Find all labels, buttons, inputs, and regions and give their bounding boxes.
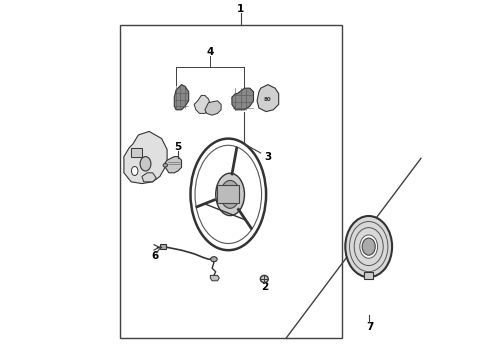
Polygon shape: [174, 85, 188, 110]
Text: 5: 5: [174, 142, 181, 152]
Bar: [131, 148, 142, 157]
Polygon shape: [231, 88, 253, 110]
Polygon shape: [210, 275, 219, 281]
Bar: [364, 272, 372, 279]
Polygon shape: [123, 131, 167, 184]
Text: 6: 6: [151, 251, 158, 261]
Ellipse shape: [195, 145, 261, 243]
Ellipse shape: [345, 216, 391, 277]
Ellipse shape: [359, 235, 377, 258]
Polygon shape: [204, 101, 221, 115]
Ellipse shape: [131, 166, 138, 176]
Text: 1: 1: [237, 4, 244, 14]
Ellipse shape: [260, 275, 268, 283]
Ellipse shape: [362, 238, 374, 255]
Bar: [160, 244, 166, 249]
Text: 3: 3: [264, 152, 271, 162]
FancyBboxPatch shape: [217, 185, 239, 203]
Ellipse shape: [210, 257, 217, 262]
Polygon shape: [257, 85, 278, 112]
Bar: [120, 25, 341, 338]
Ellipse shape: [140, 157, 151, 171]
Ellipse shape: [215, 173, 244, 216]
Ellipse shape: [190, 139, 265, 250]
Ellipse shape: [220, 180, 239, 208]
Polygon shape: [194, 95, 210, 113]
Text: 80: 80: [264, 96, 271, 102]
Text: 7: 7: [366, 322, 373, 332]
Ellipse shape: [163, 163, 167, 167]
Text: 2: 2: [260, 282, 267, 292]
Polygon shape: [165, 157, 181, 173]
Polygon shape: [142, 173, 156, 182]
Text: 4: 4: [206, 47, 214, 57]
